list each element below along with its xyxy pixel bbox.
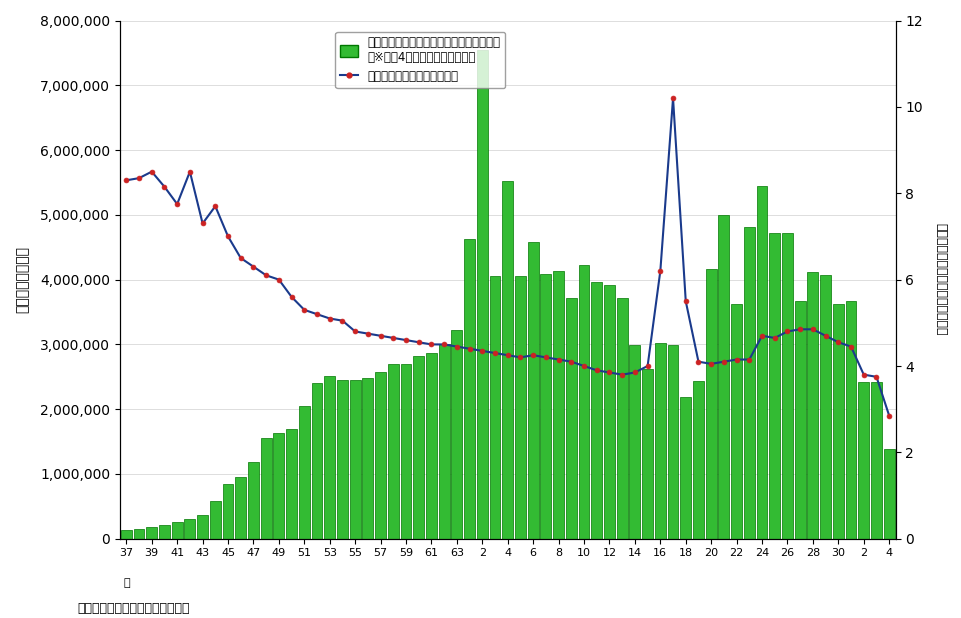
Bar — [248, 462, 259, 539]
Bar — [121, 530, 132, 539]
Bar — [679, 397, 690, 539]
Bar — [705, 269, 716, 539]
Bar — [642, 369, 653, 539]
Bar — [146, 527, 157, 539]
Bar — [451, 330, 462, 539]
Bar — [553, 271, 563, 539]
Bar — [883, 449, 894, 539]
Bar — [692, 381, 703, 539]
Bar — [273, 433, 284, 539]
Bar — [299, 406, 309, 539]
Bar — [489, 276, 500, 539]
Bar — [794, 301, 804, 539]
Bar — [209, 501, 220, 539]
Bar — [857, 382, 868, 539]
Bar — [756, 187, 767, 539]
Bar — [159, 525, 170, 539]
Bar — [185, 519, 195, 539]
Bar — [350, 380, 360, 539]
Bar — [870, 382, 881, 539]
Bar — [502, 181, 512, 539]
Bar — [438, 344, 449, 539]
Bar — [286, 429, 297, 539]
Bar — [654, 343, 665, 539]
Bar — [718, 215, 728, 539]
Bar — [743, 227, 754, 539]
Bar — [260, 438, 271, 539]
Legend: 防災関係予算合計予算額（補正後予算額）
（※令和4年度は当初予算のみ）, 防災関係予算合計対一般会計: 防災関係予算合計予算額（補正後予算額） （※令和4年度は当初予算のみ）, 防災関… — [335, 32, 505, 88]
Bar — [769, 233, 779, 539]
Bar — [781, 233, 792, 539]
Bar — [604, 285, 614, 539]
Bar — [413, 356, 424, 539]
Bar — [134, 529, 144, 539]
Bar — [426, 353, 436, 539]
Bar — [375, 371, 385, 539]
Bar — [172, 522, 183, 539]
Y-axis label: 予算額（百万円）: 予算額（百万円） — [15, 246, 29, 313]
Bar — [324, 376, 334, 539]
Bar — [464, 239, 475, 539]
Bar — [591, 282, 602, 539]
Bar — [667, 345, 678, 539]
Bar — [387, 364, 398, 539]
Bar — [528, 242, 538, 539]
Bar — [222, 485, 234, 539]
Bar — [730, 304, 741, 539]
Bar — [336, 380, 348, 539]
Bar — [235, 476, 246, 539]
Bar — [832, 303, 843, 539]
Text: 昭: 昭 — [123, 578, 130, 588]
Bar — [540, 274, 551, 539]
Bar — [362, 378, 373, 539]
Bar — [616, 298, 627, 539]
Text: 出典：各省庁資料より内閣府作成: 出典：各省庁資料より内閣府作成 — [77, 602, 189, 615]
Bar — [477, 49, 487, 539]
Bar — [311, 383, 322, 539]
Bar — [628, 345, 640, 539]
Bar — [845, 301, 855, 539]
Bar — [820, 275, 830, 539]
Y-axis label: 一般会計予算に占める割合（％）: 一般会計予算に占める割合（％） — [933, 223, 946, 336]
Bar — [578, 265, 589, 539]
Bar — [565, 298, 577, 539]
Bar — [197, 515, 208, 539]
Bar — [514, 276, 526, 539]
Bar — [400, 364, 411, 539]
Bar — [806, 272, 818, 539]
